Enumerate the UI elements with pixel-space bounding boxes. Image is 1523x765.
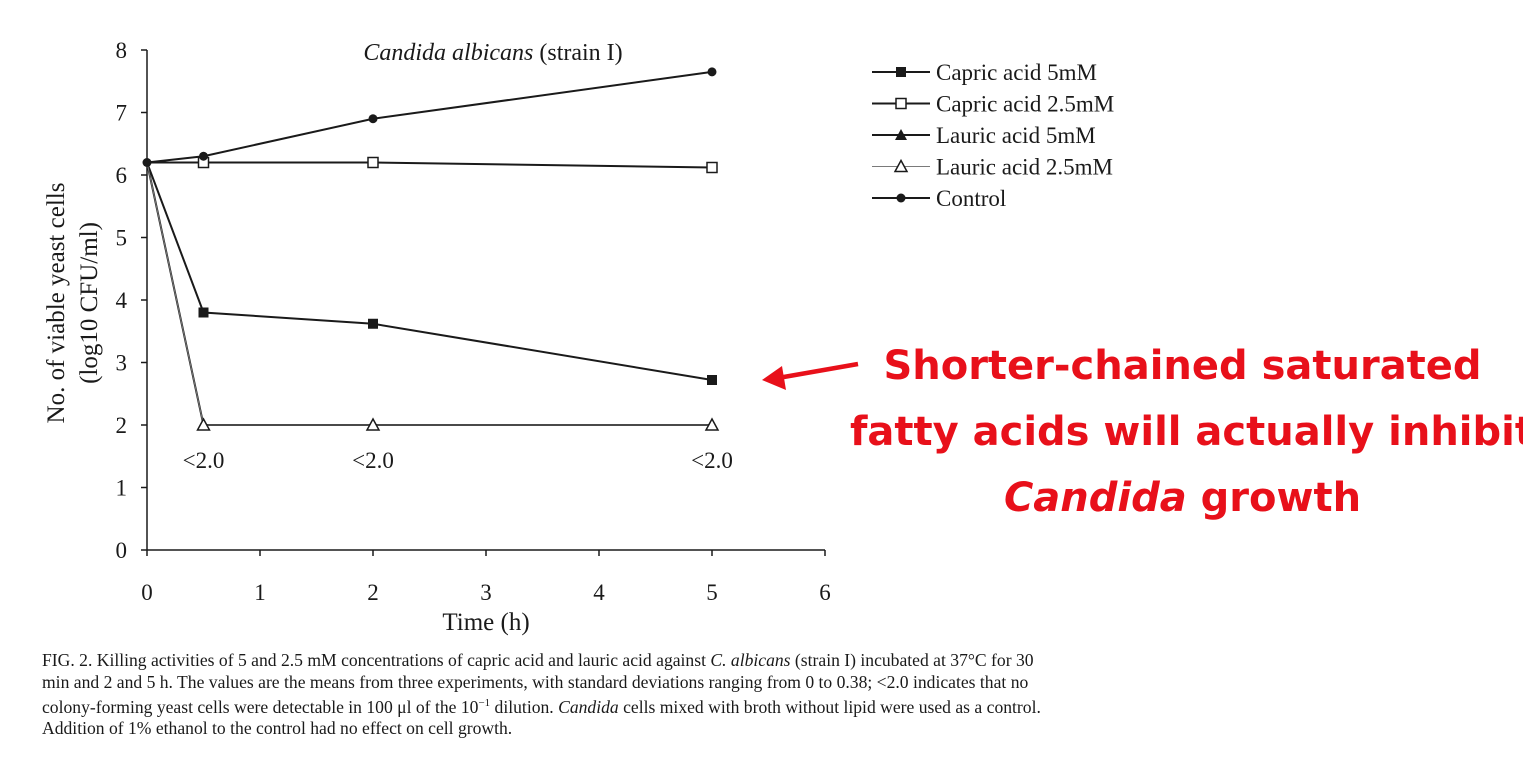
marker-filled-circle bbox=[368, 114, 378, 124]
y-tick-label: 8 bbox=[116, 38, 128, 63]
caption-text: dilution. bbox=[490, 696, 559, 717]
legend: Capric acid 5mM Capric acid 2.5mM Lauric a… bbox=[872, 60, 1114, 211]
legend-label: Lauric acid 2.5mM bbox=[936, 155, 1113, 180]
marker-filled-square bbox=[896, 67, 906, 77]
annotation-label: <2.0 bbox=[691, 448, 733, 473]
series-control bbox=[146, 67, 717, 164]
callout-line-3-rest: growth bbox=[1186, 475, 1362, 521]
legend-label: Capric acid 2.5mM bbox=[936, 92, 1114, 117]
marker-open-triangle bbox=[893, 158, 909, 173]
x-tick-label: 5 bbox=[706, 580, 718, 605]
caption-line-2: min and 2 and 5 h. The values are the me… bbox=[42, 671, 1029, 692]
caption-text: colony-forming yeast cells were detectab… bbox=[42, 696, 479, 717]
series-line bbox=[146, 70, 713, 164]
marker-filled-circle bbox=[199, 151, 208, 161]
marker-open-triangle bbox=[196, 417, 211, 431]
caption-line-1: FIG. 2. Killing activities of 5 and 2.5 … bbox=[42, 650, 1502, 672]
caption-italic: Candida bbox=[558, 696, 619, 717]
marker-open-triangle bbox=[365, 417, 381, 431]
marker-open-square bbox=[367, 156, 379, 169]
y-tick-label: 5 bbox=[116, 226, 128, 251]
figure-caption: FIG. 2. Killing activities of 5 and 2.5 … bbox=[42, 650, 1502, 740]
marker-filled-square bbox=[368, 318, 378, 329]
marker-open-square bbox=[895, 97, 907, 110]
annotation-label: <2.0 bbox=[183, 448, 225, 473]
x-tick-label: 2 bbox=[367, 580, 379, 605]
series-line bbox=[146, 162, 713, 381]
callout-arrow bbox=[762, 361, 859, 390]
marker-filled-triangle bbox=[895, 129, 907, 140]
y-tick-label: 3 bbox=[116, 351, 128, 376]
legend-label: Lauric acid 5mM bbox=[936, 123, 1096, 148]
x-tick-label: 3 bbox=[480, 580, 492, 605]
y-axis-title-line1: No. of viable yeast cells bbox=[43, 183, 70, 424]
caption-superscript: −1 bbox=[478, 697, 491, 709]
legend-label: Control bbox=[936, 186, 1006, 211]
legend-item: Lauric acid 5mM bbox=[872, 123, 1096, 148]
x-tick-label: 6 bbox=[819, 580, 831, 605]
legend-label: Capric acid 5mM bbox=[936, 60, 1097, 85]
callout-text: Shorter-chained saturated fatty acids wi… bbox=[850, 333, 1523, 531]
marker-filled-circle bbox=[896, 193, 906, 203]
x-axis-title: Time (h) bbox=[442, 609, 529, 636]
caption-line-3: colony-forming yeast cells were detectab… bbox=[42, 693, 1502, 718]
marker-open-triangle bbox=[704, 417, 720, 431]
arrow-shaft bbox=[777, 361, 859, 381]
legend-item: Lauric acid 2.5mM bbox=[872, 155, 1113, 180]
series-line bbox=[147, 161, 713, 169]
y-tick-label: 2 bbox=[116, 413, 128, 438]
annotation-label: <2.0 bbox=[352, 448, 394, 473]
series-line bbox=[146, 162, 712, 426]
marker-filled-square bbox=[707, 375, 717, 385]
callout-line-3: Candida growth bbox=[850, 465, 1515, 531]
y-tick-label: 7 bbox=[116, 101, 128, 126]
annotation-layer: <2.0 <2.0 <2.0 bbox=[183, 448, 733, 473]
caption-line-4: Addition of 1% ethanol to the control ha… bbox=[42, 718, 513, 739]
x-tick-label: 1 bbox=[254, 580, 266, 605]
y-tick-label: 0 bbox=[116, 538, 128, 563]
callout-line-2: fatty acids will actually inhibit bbox=[850, 409, 1523, 455]
y-tick-label: 6 bbox=[116, 163, 128, 188]
caption-italic: C. albicans bbox=[710, 650, 791, 670]
x-tick-label: 0 bbox=[141, 580, 153, 605]
caption-text: FIG. 2. Killing activities of 5 and 2.5 … bbox=[42, 650, 711, 670]
y-tick-label: 4 bbox=[116, 288, 128, 313]
legend-item: Control bbox=[872, 186, 1006, 211]
series-capric-acid-2-5mm bbox=[147, 156, 718, 174]
marker-filled-circle bbox=[707, 67, 717, 77]
plot-title: Candida albicans (strain I) bbox=[363, 40, 622, 66]
series-lauric-acid-5mm bbox=[146, 162, 718, 430]
caption-text: (strain I) incubated at 37°C for 30 bbox=[790, 650, 1034, 670]
arrow-head bbox=[762, 366, 786, 390]
legend-item: Capric acid 2.5mM bbox=[872, 92, 1114, 117]
series-line bbox=[146, 162, 712, 426]
callout-italic: Candida bbox=[1003, 475, 1187, 521]
series-layer bbox=[142, 67, 720, 431]
callout-line-1: Shorter-chained saturated bbox=[883, 343, 1482, 389]
marker-open-square bbox=[706, 161, 718, 174]
series-lauric-acid-2-5mm bbox=[146, 162, 720, 431]
series-capric-acid-5mm bbox=[146, 162, 717, 385]
legend-item: Capric acid 5mM bbox=[872, 60, 1097, 85]
marker-filled-square bbox=[198, 307, 209, 318]
y-axis-title-line2: (log10 CFU/ml) bbox=[76, 222, 103, 384]
caption-text: cells mixed with broth without lipid wer… bbox=[618, 696, 1041, 717]
axes: 0 1 2 3 4 5 6 7 8 0 1 2 3 4 5 6 bbox=[116, 38, 831, 605]
x-tick-label: 4 bbox=[593, 580, 605, 605]
y-tick-label: 1 bbox=[116, 476, 128, 501]
marker-filled-circle bbox=[142, 158, 152, 167]
